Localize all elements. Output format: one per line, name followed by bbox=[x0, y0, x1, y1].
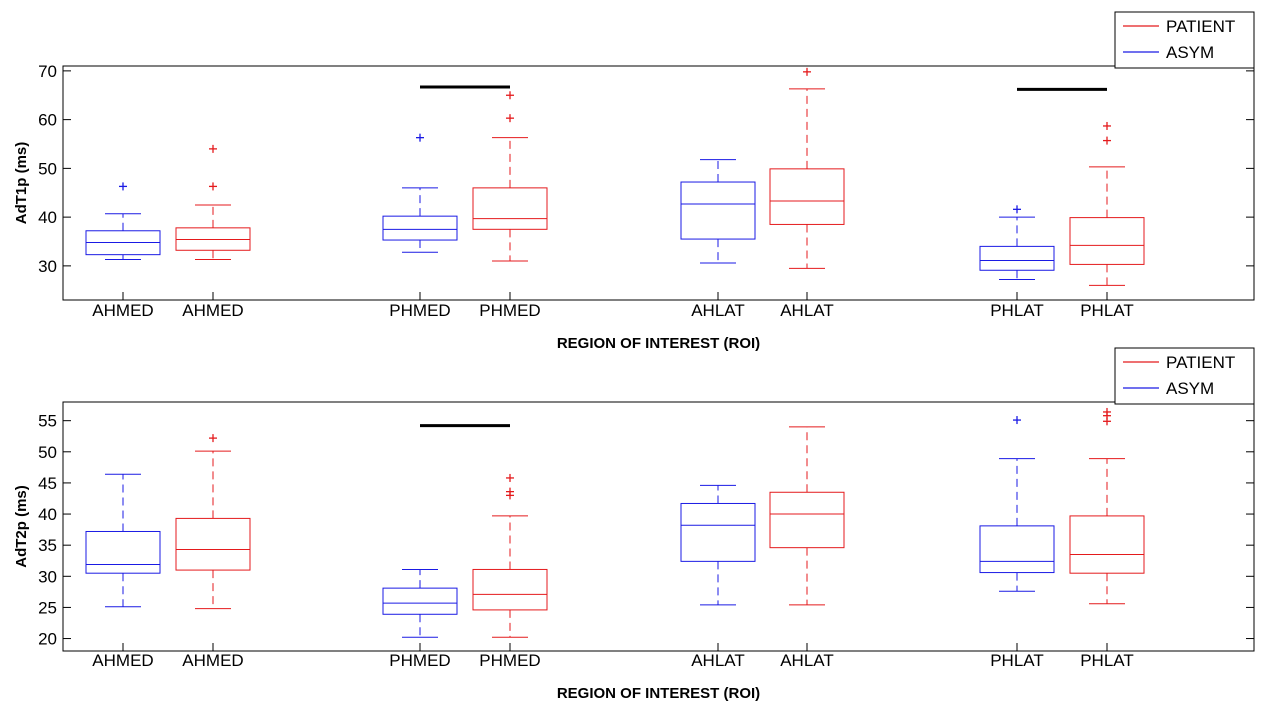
chart-panel-1: 30 40 50 60 70 AHMED AHMED PHMED PHMED AHLAT AHLAT… bbox=[13, 11, 1255, 352]
x-category-label: AHLAT bbox=[780, 301, 834, 320]
outlier-marker bbox=[1013, 416, 1021, 425]
y-axis-title: AdT2p (ms) bbox=[13, 485, 30, 568]
box-ahlat-patient bbox=[769, 67, 845, 269]
y-tick-label: 60 bbox=[38, 111, 57, 130]
outlier-marker bbox=[209, 144, 217, 153]
box-ahmed-patient bbox=[175, 434, 251, 610]
x-category-label: AHLAT bbox=[691, 651, 745, 670]
x-category-label: PHMED bbox=[479, 651, 540, 670]
outlier-marker bbox=[1103, 121, 1111, 130]
box-iqr bbox=[1069, 515, 1145, 574]
x-category-label: PHMED bbox=[389, 301, 450, 320]
x-category-label: PHLAT bbox=[990, 301, 1044, 320]
box-iqr bbox=[1069, 217, 1145, 265]
x-axis-title: REGION OF INTEREST (ROI) bbox=[557, 685, 760, 702]
legend-box bbox=[1114, 347, 1255, 405]
y-tick-label: 25 bbox=[38, 598, 57, 617]
box-iqr bbox=[85, 530, 161, 574]
y-tick-label: 20 bbox=[38, 630, 57, 649]
x-category-label: PHMED bbox=[479, 301, 540, 320]
box-iqr bbox=[979, 525, 1055, 574]
box-ahlat-patient bbox=[769, 426, 845, 606]
box-iqr bbox=[472, 187, 548, 230]
box-iqr bbox=[979, 245, 1055, 271]
x-category-label: AHMED bbox=[182, 651, 243, 670]
y-tick-label: 70 bbox=[38, 62, 57, 81]
box-ahmed-asym bbox=[85, 182, 161, 261]
box-ahmed-patient bbox=[175, 144, 251, 261]
y-tick-label: 40 bbox=[38, 505, 57, 524]
y-tick-label: 55 bbox=[38, 412, 57, 431]
y-tick-label: 40 bbox=[38, 208, 57, 227]
legend-box bbox=[1114, 11, 1255, 69]
y-tick-label: 30 bbox=[38, 257, 57, 276]
legend: PATIENT ASYM bbox=[1114, 11, 1255, 69]
outlier-marker bbox=[416, 133, 424, 142]
y-tick-label: 50 bbox=[38, 159, 57, 178]
box-phmed-asym bbox=[382, 133, 458, 253]
x-category-label: PHLAT bbox=[1080, 301, 1134, 320]
outlier-marker bbox=[1103, 407, 1111, 416]
outlier-marker bbox=[506, 473, 514, 482]
legend-label-asym: ASYM bbox=[1166, 43, 1214, 62]
x-category-label: AHLAT bbox=[780, 651, 834, 670]
outlier-marker bbox=[1013, 205, 1021, 214]
chart-panel-2: 20 25 30 35 40 45 50 55 AHMED AHMED PHMED PHMED AHLA… bbox=[13, 347, 1255, 702]
plot-frame bbox=[62, 401, 1255, 652]
outlier-marker bbox=[209, 434, 217, 443]
box-phmed-patient bbox=[472, 473, 548, 638]
outlier-marker bbox=[803, 67, 811, 76]
box-iqr bbox=[472, 568, 548, 611]
plot-frame bbox=[62, 65, 1255, 301]
box-ahmed-asym bbox=[85, 473, 161, 608]
legend: PATIENT ASYM bbox=[1114, 347, 1255, 405]
box-iqr bbox=[382, 587, 458, 615]
outlier-marker bbox=[506, 487, 514, 496]
box-phmed-asym bbox=[382, 568, 458, 638]
box-phlat-patient bbox=[1069, 121, 1145, 286]
legend-label-patient: PATIENT bbox=[1166, 353, 1235, 372]
box-iqr bbox=[680, 181, 756, 240]
outlier-marker bbox=[506, 91, 514, 100]
x-category-label: AHMED bbox=[92, 651, 153, 670]
x-category-label: AHMED bbox=[92, 301, 153, 320]
outlier-marker bbox=[506, 114, 514, 123]
box-ahlat-asym bbox=[680, 159, 756, 264]
box-phlat-asym bbox=[979, 205, 1055, 281]
x-category-label: PHLAT bbox=[990, 651, 1044, 670]
y-axis-title: AdT1p (ms) bbox=[13, 142, 30, 225]
box-ahlat-asym bbox=[680, 484, 756, 606]
box-iqr bbox=[382, 215, 458, 241]
x-axis-title: REGION OF INTEREST (ROI) bbox=[557, 335, 760, 352]
box-iqr bbox=[769, 168, 845, 225]
legend-label-asym: ASYM bbox=[1166, 379, 1214, 398]
x-category-label: AHLAT bbox=[691, 301, 745, 320]
y-tick-label: 50 bbox=[38, 443, 57, 462]
y-tick-label: 45 bbox=[38, 474, 57, 493]
legend-label-patient: PATIENT bbox=[1166, 17, 1235, 36]
box-phmed-patient bbox=[472, 91, 548, 262]
x-category-label: PHMED bbox=[389, 651, 450, 670]
y-tick-label: 35 bbox=[38, 536, 57, 555]
x-category-label: AHMED bbox=[182, 301, 243, 320]
x-category-label: PHLAT bbox=[1080, 651, 1134, 670]
outlier-marker bbox=[119, 182, 127, 191]
box-iqr bbox=[680, 502, 756, 562]
box-iqr bbox=[769, 491, 845, 549]
y-tick-label: 30 bbox=[38, 567, 57, 586]
box-iqr bbox=[175, 517, 251, 571]
outlier-marker bbox=[1103, 136, 1111, 145]
outlier-marker bbox=[209, 182, 217, 191]
box-phlat-asym bbox=[979, 416, 1055, 592]
box-phlat-patient bbox=[1069, 407, 1145, 605]
